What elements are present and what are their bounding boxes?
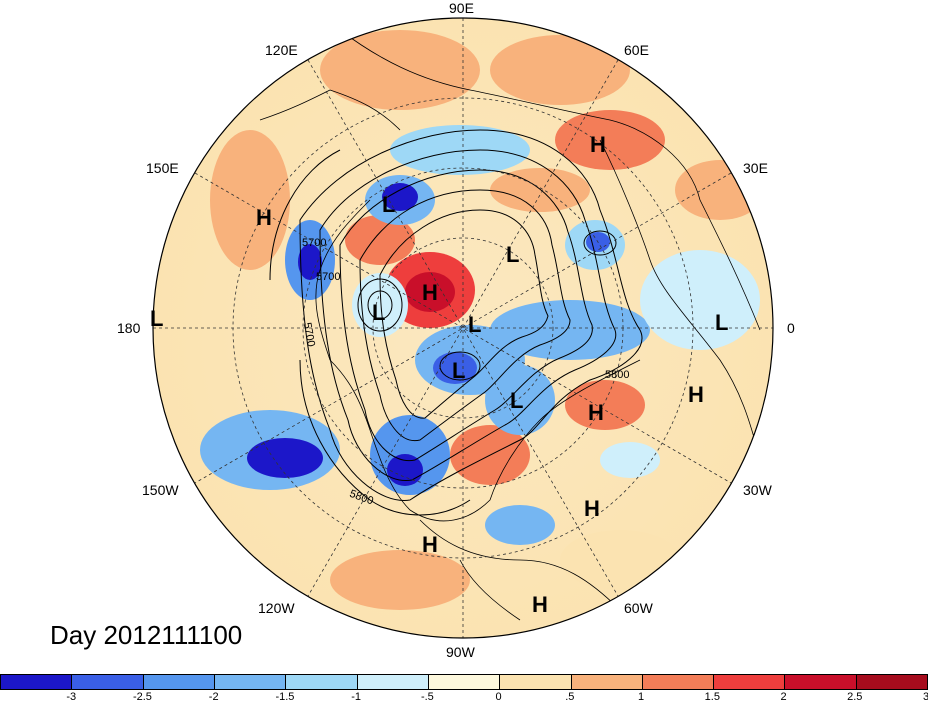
pressure-center-low: L [372,300,385,325]
colorbar-swatch [214,675,287,689]
colorbar-tick-label: 1 [638,691,645,703]
colorbar-tick-label: -2.5 [132,691,152,703]
colorbar-tick-label: -1.5 [275,691,295,703]
map-border [152,17,774,639]
colorbar-swatch [143,675,215,689]
colorbar-swatch [72,675,144,689]
contour-label: 5800 [605,369,629,381]
contour-label: 5700 [316,271,340,283]
lon-label-150w: 150W [142,482,179,498]
anomaly-field [153,18,773,638]
colorbar-swatch [856,675,928,689]
colorbar-tick-label: 2 [780,691,787,703]
pressure-center-low: L [452,358,465,383]
lon-label-90e: 90E [449,0,474,16]
height-contours [269,129,643,516]
pressure-center-low: L [382,192,395,217]
lon-label-120w: 120W [258,600,295,616]
colorbar: -3 -2.5 -2 -1.5 -1 -.5 0 .5 1 1.5 2 2.5 3 [0,674,928,704]
colorbar-swatch [571,675,643,689]
pressure-center-low: L [468,312,481,337]
colorbar-tick-label: 0 [495,691,502,703]
colorbar-swatch [428,675,501,689]
lon-label-150e: 150E [146,160,179,176]
colorbar-labels: -3 -2.5 -2 -1.5 -1 -.5 0 .5 1 1.5 2 2.5 3 [0,690,928,704]
lon-label-30e: 30E [743,160,768,176]
pressure-center-high: H [590,132,606,157]
pressure-center-low: L [150,306,163,331]
contour-label: 5700 [302,237,326,249]
pressure-center-low: L [506,242,519,267]
colorbar-swatch [1,675,73,689]
lon-label-30w: 30W [743,482,772,498]
lon-label-0: 0 [787,320,795,336]
lon-label-120e: 120E [265,42,298,58]
colorbar-tick-label: 3 [922,691,928,703]
colorbar-tick-label: -1 [351,691,362,703]
polar-stereographic-map: 5700 5700 5700 5800 5800 H H H H H H H H… [150,17,774,639]
pressure-center-high: H [688,382,704,407]
colorbar-swatch [500,675,572,689]
pressure-center-high: H [588,400,604,425]
colorbar-tick-label: -2 [208,691,219,703]
pressure-center-high: H [422,280,438,305]
colorbar-tick-label: 2.5 [847,691,863,703]
pressure-center-low: L [715,310,728,335]
graticule [153,18,773,638]
lon-label-60e: 60E [624,42,649,58]
lon-label-90w: 90W [446,644,475,660]
pressure-center-high: H [532,592,548,617]
colorbar-swatch [785,675,857,689]
lon-label-180: 180 [117,320,141,336]
colorbar-swatch [357,675,429,689]
colorbar-tick-label: 1.5 [704,691,720,703]
pressure-center-low: L [510,388,523,413]
colorbar-swatch [714,675,786,689]
map-title: Day 2012111100 [50,620,243,650]
colorbar-swatches [0,674,928,690]
colorbar-swatch [642,675,715,689]
pressure-center-high: H [584,496,600,521]
colorbar-tick-label: -.5 [420,691,434,703]
colorbar-tick-label: -3 [66,691,77,703]
colorbar-swatch [286,675,358,689]
pressure-center-high: H [256,205,272,230]
pressure-center-high: H [422,532,438,557]
contour-label: 5700 [301,322,317,348]
lon-label-60w: 60W [624,600,653,616]
colorbar-tick-label: .5 [565,691,575,703]
